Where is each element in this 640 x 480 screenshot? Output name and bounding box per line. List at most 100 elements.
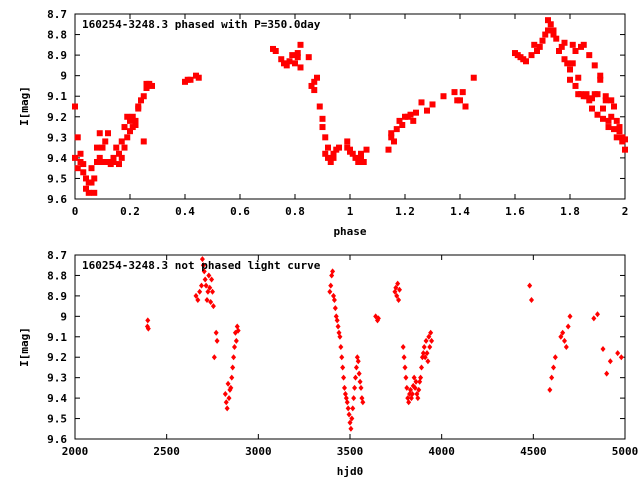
top-data-point bbox=[572, 48, 579, 54]
top-data-point bbox=[553, 35, 560, 42]
top-data-point bbox=[602, 97, 609, 104]
bottom-x-tick-label: 3000 bbox=[245, 445, 272, 458]
bottom-data-point bbox=[346, 411, 352, 418]
bottom-data-point bbox=[229, 374, 235, 381]
bottom-data-point bbox=[607, 358, 613, 365]
bottom-data-points bbox=[144, 256, 624, 432]
bottom-data-point bbox=[211, 354, 217, 361]
bottom-data-point bbox=[347, 419, 353, 426]
bottom-data-point bbox=[335, 323, 341, 330]
bottom-data-point bbox=[562, 337, 567, 344]
bottom-data-point bbox=[421, 344, 427, 350]
top-data-point bbox=[583, 93, 590, 100]
bottom-data-point bbox=[337, 333, 343, 340]
top-data-point bbox=[556, 48, 562, 54]
top-data-point bbox=[567, 76, 573, 83]
top-data-point bbox=[85, 189, 92, 196]
top-data-point bbox=[608, 97, 615, 104]
bottom-data-point bbox=[600, 346, 606, 353]
top-x-tick-label: 0.4 bbox=[175, 205, 195, 218]
top-data-point bbox=[135, 105, 142, 112]
top-data-point bbox=[127, 128, 133, 135]
bottom-data-point bbox=[352, 384, 358, 391]
top-data-point bbox=[418, 99, 425, 106]
bottom-data-point bbox=[397, 286, 402, 293]
bottom-data-point bbox=[429, 337, 435, 344]
top-data-point bbox=[121, 144, 128, 151]
bottom-data-point bbox=[233, 337, 239, 344]
top-data-point bbox=[99, 159, 106, 165]
top-data-point bbox=[605, 117, 612, 124]
top-data-point bbox=[96, 154, 103, 161]
bottom-data-point bbox=[213, 329, 219, 336]
bottom-plot-title: 160254-3248.3 not phased light curve bbox=[82, 259, 321, 272]
phased-light-curve-panel: 0 0.2 0.4 0.6 0.8 1 1.2 1.4 1.6 1.8 2 8.7 8.8 8.9 9 9.1… bbox=[18, 8, 628, 238]
bottom-data-point bbox=[224, 405, 230, 412]
top-y-tick-label: 9.3 bbox=[47, 131, 67, 144]
top-data-point bbox=[600, 115, 606, 122]
top-y-axis-label: I[mag] bbox=[18, 86, 31, 126]
top-data-point bbox=[140, 138, 147, 145]
bottom-data-point bbox=[595, 311, 600, 318]
bottom-y-tick-label: 9 bbox=[60, 310, 67, 323]
bottom-axis-ticks: 2000 2500 3000 3500 4000 4500 5000 8.7 8.8 8.9 9 9.… bbox=[47, 249, 638, 458]
top-plot-title: 160254-3248.3 phased with P=350.0day bbox=[82, 18, 321, 31]
bottom-y-tick-label: 9.2 bbox=[47, 351, 67, 364]
top-x-tick-label: 1 bbox=[347, 205, 354, 218]
top-y-tick-label: 8.9 bbox=[47, 49, 67, 62]
bottom-data-point bbox=[424, 350, 430, 357]
unphased-light-curve-panel: 2000 2500 3000 3500 4000 4500 5000 8.7 8.8 8.9 9 9.… bbox=[18, 249, 638, 478]
top-x-tick-label: 0.8 bbox=[285, 205, 305, 218]
bottom-data-point bbox=[209, 276, 215, 283]
bottom-plot-frame bbox=[74, 254, 626, 440]
top-data-point bbox=[322, 150, 329, 157]
top-data-point bbox=[600, 105, 606, 112]
bottom-data-point bbox=[418, 374, 424, 381]
top-data-point bbox=[440, 93, 447, 100]
bottom-data-point bbox=[353, 364, 359, 371]
bottom-data-point bbox=[225, 380, 231, 387]
top-data-point bbox=[187, 76, 194, 83]
top-data-point bbox=[105, 130, 111, 137]
top-x-tick-label: 1.2 bbox=[395, 205, 415, 218]
bottom-data-point bbox=[412, 384, 418, 391]
bottom-x-tick-label: 4500 bbox=[520, 445, 547, 458]
bottom-data-point bbox=[360, 399, 366, 406]
bottom-data-point bbox=[199, 256, 205, 263]
top-y-tick-label: 9.1 bbox=[47, 90, 67, 103]
bottom-y-tick-label: 8.7 bbox=[47, 249, 67, 262]
bottom-data-point bbox=[210, 288, 215, 295]
bottom-data-point bbox=[400, 344, 406, 350]
top-y-tick-label: 8.7 bbox=[47, 8, 67, 21]
top-data-point bbox=[83, 185, 89, 192]
top-y-tick-label: 9.5 bbox=[47, 172, 67, 185]
top-data-point bbox=[572, 82, 579, 89]
bottom-data-point bbox=[549, 374, 555, 381]
top-data-point bbox=[94, 144, 100, 151]
top-data-point bbox=[283, 62, 290, 69]
bottom-data-point bbox=[425, 358, 431, 365]
top-data-point bbox=[558, 43, 565, 50]
top-data-point bbox=[94, 159, 100, 165]
top-data-point bbox=[316, 103, 323, 110]
bottom-data-point bbox=[406, 399, 412, 406]
top-data-point bbox=[322, 134, 329, 141]
top-data-point bbox=[580, 41, 587, 48]
bottom-data-point bbox=[230, 364, 236, 371]
top-data-point bbox=[72, 103, 78, 110]
top-data-point bbox=[127, 117, 133, 124]
bottom-data-point bbox=[409, 391, 415, 398]
top-data-point bbox=[429, 101, 436, 108]
bottom-data-point bbox=[416, 386, 422, 393]
top-data-point bbox=[319, 115, 326, 122]
top-data-point bbox=[616, 124, 623, 131]
top-x-tick-label: 2 bbox=[622, 205, 629, 218]
top-data-point bbox=[602, 93, 609, 100]
top-data-point bbox=[83, 175, 89, 182]
top-data-point bbox=[349, 150, 356, 157]
top-y-tick-label: 9.4 bbox=[47, 152, 67, 165]
bottom-data-point bbox=[565, 323, 571, 330]
top-data-point bbox=[561, 39, 568, 46]
top-data-point bbox=[589, 105, 595, 112]
